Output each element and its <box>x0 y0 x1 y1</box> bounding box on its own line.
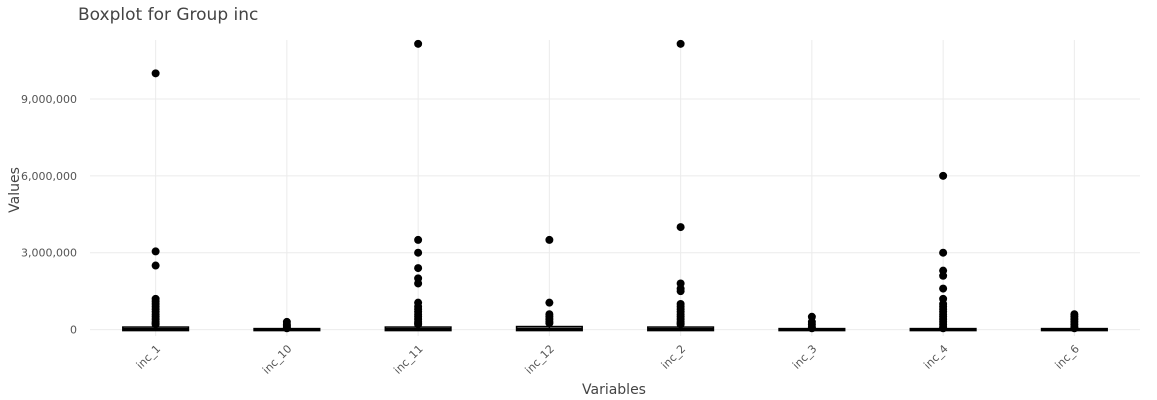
outlier-point <box>151 247 160 256</box>
outlier-point <box>807 324 816 333</box>
x-tick-label: inc_11 <box>391 342 425 376</box>
outlier-point <box>414 39 423 48</box>
outlier-point <box>545 319 554 328</box>
outlier-point <box>151 320 160 329</box>
outlier-point <box>676 320 685 329</box>
y-tick-label: 6,000,000 <box>21 170 77 183</box>
outlier-point <box>151 69 160 78</box>
box-inc_12 <box>515 235 583 332</box>
x-axis-title: Variables <box>582 382 646 398</box>
box-inc_6 <box>1040 310 1108 333</box>
outlier-point <box>414 264 423 273</box>
box-inc_4 <box>909 171 977 333</box>
x-tick-label: inc_12 <box>523 342 557 376</box>
outlier-point <box>545 298 554 307</box>
outlier-point <box>939 248 948 257</box>
chart-title: Boxplot for Group inc <box>78 5 258 25</box>
x-tick-label: inc_3 <box>790 342 819 371</box>
x-tick-label: inc_10 <box>260 342 294 376</box>
outlier-point <box>151 261 160 270</box>
x-tick-label: inc_2 <box>659 342 688 371</box>
y-axis-title: Values <box>7 167 23 213</box>
outlier-point <box>414 320 423 329</box>
y-tick-label: 3,000,000 <box>21 247 77 260</box>
y-tick-labels: 0 3,000,000 6,000,000 9,000,000 <box>21 93 77 337</box>
x-tick-label: inc_1 <box>134 342 163 371</box>
outlier-point <box>545 235 554 244</box>
box-inc_2 <box>647 39 715 332</box>
box-inc_10 <box>253 317 321 333</box>
outlier-point <box>282 324 291 333</box>
box-inc_3 <box>778 312 846 333</box>
outlier-point <box>939 284 948 293</box>
outlier-point <box>939 271 948 280</box>
outlier-point <box>414 279 423 288</box>
x-tick-labels: inc_1 inc_10 inc_11 inc_12 inc_2 inc_3 inc_4 in… <box>134 342 1082 376</box>
outlier-point <box>676 287 685 296</box>
box-inc_11 <box>384 39 452 332</box>
outlier-point <box>1070 324 1079 333</box>
marks-layer <box>122 39 1108 333</box>
outlier-point <box>676 223 685 232</box>
x-tick-label: inc_6 <box>1053 342 1082 371</box>
outlier-point <box>414 248 423 257</box>
outlier-point <box>676 39 685 48</box>
y-tick-label: 9,000,000 <box>21 93 77 106</box>
outlier-point <box>939 171 948 180</box>
outlier-point <box>939 324 948 333</box>
grid-layer <box>90 40 1140 336</box>
x-tick-label: inc_4 <box>921 342 950 371</box>
outlier-point <box>414 235 423 244</box>
box-inc_1 <box>122 69 190 332</box>
y-tick-label: 0 <box>70 324 77 337</box>
